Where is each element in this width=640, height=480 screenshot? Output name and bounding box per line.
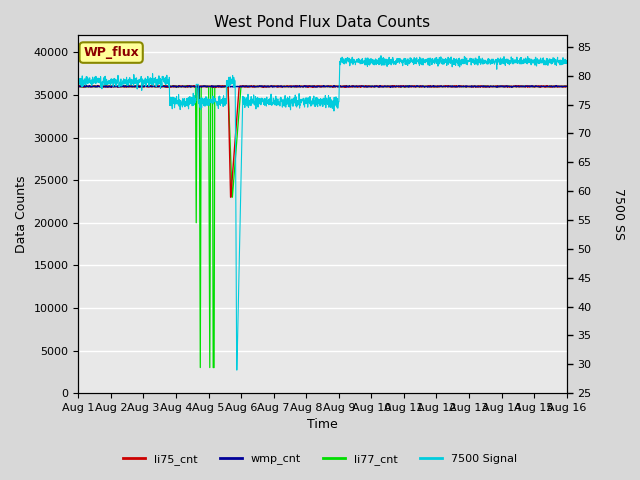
- Y-axis label: 7500 SS: 7500 SS: [612, 188, 625, 240]
- Title: West Pond Flux Data Counts: West Pond Flux Data Counts: [214, 15, 431, 30]
- Y-axis label: Data Counts: Data Counts: [15, 176, 28, 253]
- X-axis label: Time: Time: [307, 419, 338, 432]
- Legend: li75_cnt, wmp_cnt, li77_cnt, 7500 Signal: li75_cnt, wmp_cnt, li77_cnt, 7500 Signal: [118, 450, 522, 469]
- Text: WP_flux: WP_flux: [83, 46, 139, 59]
